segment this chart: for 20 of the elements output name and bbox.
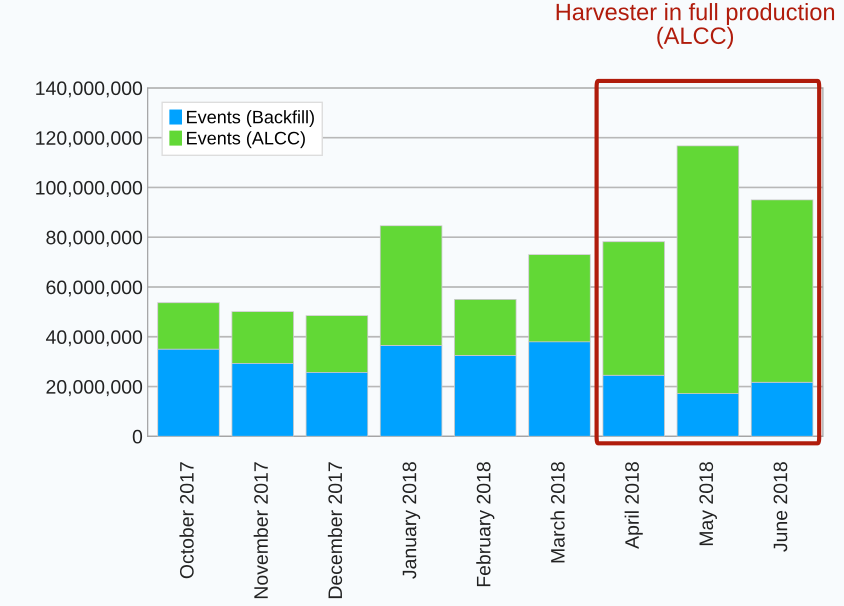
y-tick-label: 60,000,000	[46, 280, 142, 297]
x-tick-label: November 2017	[254, 462, 268, 598]
y-tick-label: 0	[132, 430, 142, 444]
y-tick-label: 80,000,000	[46, 230, 142, 247]
x-tick-label: January 2018	[402, 462, 420, 579]
y-tick-label: 40,000,000	[46, 330, 142, 346]
y-tick-label: 20,000,000	[46, 380, 142, 396]
legend-label: Events (Backfill)	[187, 110, 314, 127]
x-tick-label: October 2017	[179, 462, 194, 578]
x-tick-label: June 2018	[774, 462, 788, 552]
x-tick-label: March 2018	[550, 462, 565, 562]
x-tick-label: December 2017	[328, 462, 342, 598]
legend-label: Events (ALCC)	[187, 131, 305, 148]
y-tick-label: 140,000,000	[36, 81, 142, 98]
x-tick-label: February 2018	[476, 462, 494, 586]
x-tick-label: May 2018	[699, 462, 717, 546]
y-tick-label: 100,000,000	[36, 180, 142, 197]
x-tick-label: April 2018	[624, 462, 643, 549]
y-tick-label: 120,000,000	[36, 131, 142, 148]
text: Harvester in full production (ALCC)	[556, 3, 834, 49]
